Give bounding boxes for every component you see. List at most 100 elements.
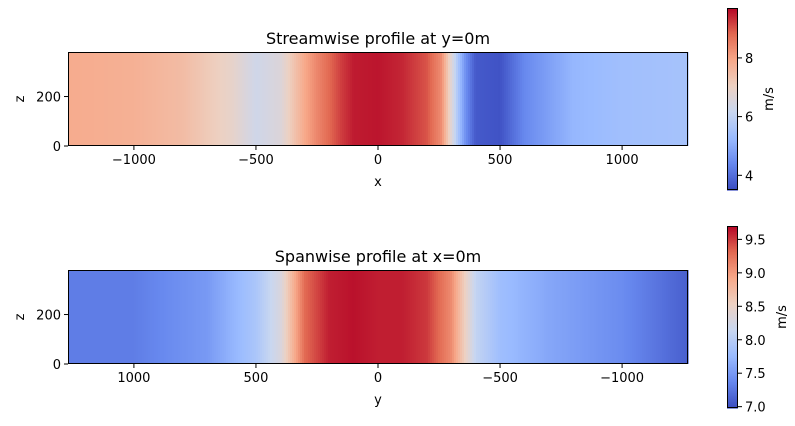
heatmap-cell: [276, 270, 279, 364]
colorbar-cell: [727, 44, 738, 47]
colorbar-cell: [727, 180, 738, 184]
heatmap-cell: [394, 270, 397, 364]
colorbar-cell: [727, 353, 738, 356]
heatmap-cell: [254, 52, 257, 146]
colorbar-cell: [727, 61, 738, 64]
heatmap-cell: [372, 270, 375, 364]
streamwise-colorbar: 4 6 8 m/s: [727, 8, 777, 191]
heatmap-cell: [518, 52, 521, 146]
heatmap-cell: [238, 52, 241, 146]
x-tick-label: 1000: [117, 371, 150, 386]
heatmap-cell: [430, 270, 433, 364]
heatmap-cell: [190, 52, 193, 146]
heatmap-cell: [658, 52, 661, 146]
heatmap-cell: [224, 52, 227, 146]
heatmap-cell: [522, 270, 525, 364]
colorbar-cell: [727, 335, 738, 338]
heatmap-cell: [80, 270, 83, 364]
heatmap-cell: [546, 52, 549, 146]
heatmap-cell: [426, 270, 429, 364]
colorbar-cell: [727, 394, 738, 397]
heatmap-cell: [506, 270, 509, 364]
heatmap-cell: [444, 52, 447, 146]
heatmap-cell: [662, 270, 665, 364]
heatmap-cell: [580, 52, 583, 146]
heatmap-cell: [392, 52, 395, 146]
heatmap-cell: [532, 270, 535, 364]
heatmap-cell: [460, 270, 463, 364]
heatmap-cell: [494, 52, 497, 146]
heatmap-cell: [252, 52, 255, 146]
colorbar-tick-label: 8: [745, 52, 753, 67]
heatmap-cell: [380, 270, 383, 364]
heatmap-cell: [392, 270, 395, 364]
heatmap-cell: [416, 52, 419, 146]
colorbar-cell: [727, 239, 738, 242]
heatmap-cell: [500, 270, 503, 364]
colorbar-cell: [727, 17, 738, 20]
heatmap-cell: [80, 52, 83, 146]
heatmap-cell: [242, 52, 245, 146]
heatmap-cell: [670, 270, 673, 364]
heatmap-cell: [178, 52, 181, 146]
heatmap-cell: [592, 270, 595, 364]
heatmap-cell: [568, 270, 571, 364]
heatmap-cell: [552, 270, 555, 364]
heatmap-cell: [276, 52, 279, 146]
heatmap-cell: [536, 52, 539, 146]
heatmap-cell: [222, 52, 225, 146]
colorbar-cell: [727, 329, 738, 332]
heatmap-cell: [362, 270, 365, 364]
heatmap-cell: [162, 52, 165, 146]
heatmap-cell: [212, 52, 215, 146]
heatmap-cell: [118, 270, 121, 364]
heatmap-cell: [508, 270, 511, 364]
heatmap-cell: [226, 52, 229, 146]
heatmap-cell: [262, 270, 265, 364]
heatmap-cell: [246, 270, 249, 364]
heatmap-cell: [112, 270, 115, 364]
heatmap-cell: [264, 270, 267, 364]
heatmap-cell: [88, 52, 91, 146]
colorbar-cell: [727, 106, 738, 109]
heatmap-cell: [554, 52, 557, 146]
heatmap-cell: [462, 270, 465, 364]
colorbar-cell: [727, 365, 738, 368]
heatmap-cell: [198, 52, 201, 146]
heatmap-cell: [490, 270, 493, 364]
heatmap-cell: [412, 52, 415, 146]
heatmap-cell: [604, 270, 607, 364]
colorbar-cell: [727, 177, 738, 180]
x-tick-label: −500: [482, 371, 518, 386]
heatmap-cell: [480, 270, 483, 364]
colorbar-cell: [727, 95, 738, 99]
heatmap-cell: [258, 52, 261, 146]
spanwise-plot-frame: [68, 270, 688, 364]
colorbar-cell: [727, 133, 738, 136]
heatmap-cell: [84, 270, 87, 364]
heatmap-cell: [484, 270, 487, 364]
heatmap-cell: [170, 270, 173, 364]
heatmap-cell: [156, 52, 159, 146]
colorbar-cell: [727, 36, 738, 39]
heatmap-cell: [616, 270, 619, 364]
colorbar-cell: [727, 306, 738, 309]
heatmap-cell: [156, 270, 159, 364]
heatmap-cell: [650, 270, 653, 364]
heatmap-cell: [172, 52, 175, 146]
heatmap-cell: [216, 270, 219, 364]
colorbar-cell: [727, 323, 738, 326]
spanwise-title: Spanwise profile at x=0m: [275, 247, 481, 266]
heatmap-cell: [122, 52, 125, 146]
colorbar-cell: [727, 127, 738, 130]
heatmap-cell: [532, 52, 535, 146]
heatmap-cell: [186, 270, 189, 364]
heatmap-cell: [538, 270, 541, 364]
colorbar-cell: [727, 376, 738, 379]
colorbar-cell: [727, 276, 738, 279]
heatmap-cell: [90, 52, 93, 146]
heatmap-cell: [664, 270, 667, 364]
colorbar-cell: [727, 263, 738, 267]
colorbar-cell: [727, 99, 738, 102]
heatmap-cell: [470, 52, 473, 146]
